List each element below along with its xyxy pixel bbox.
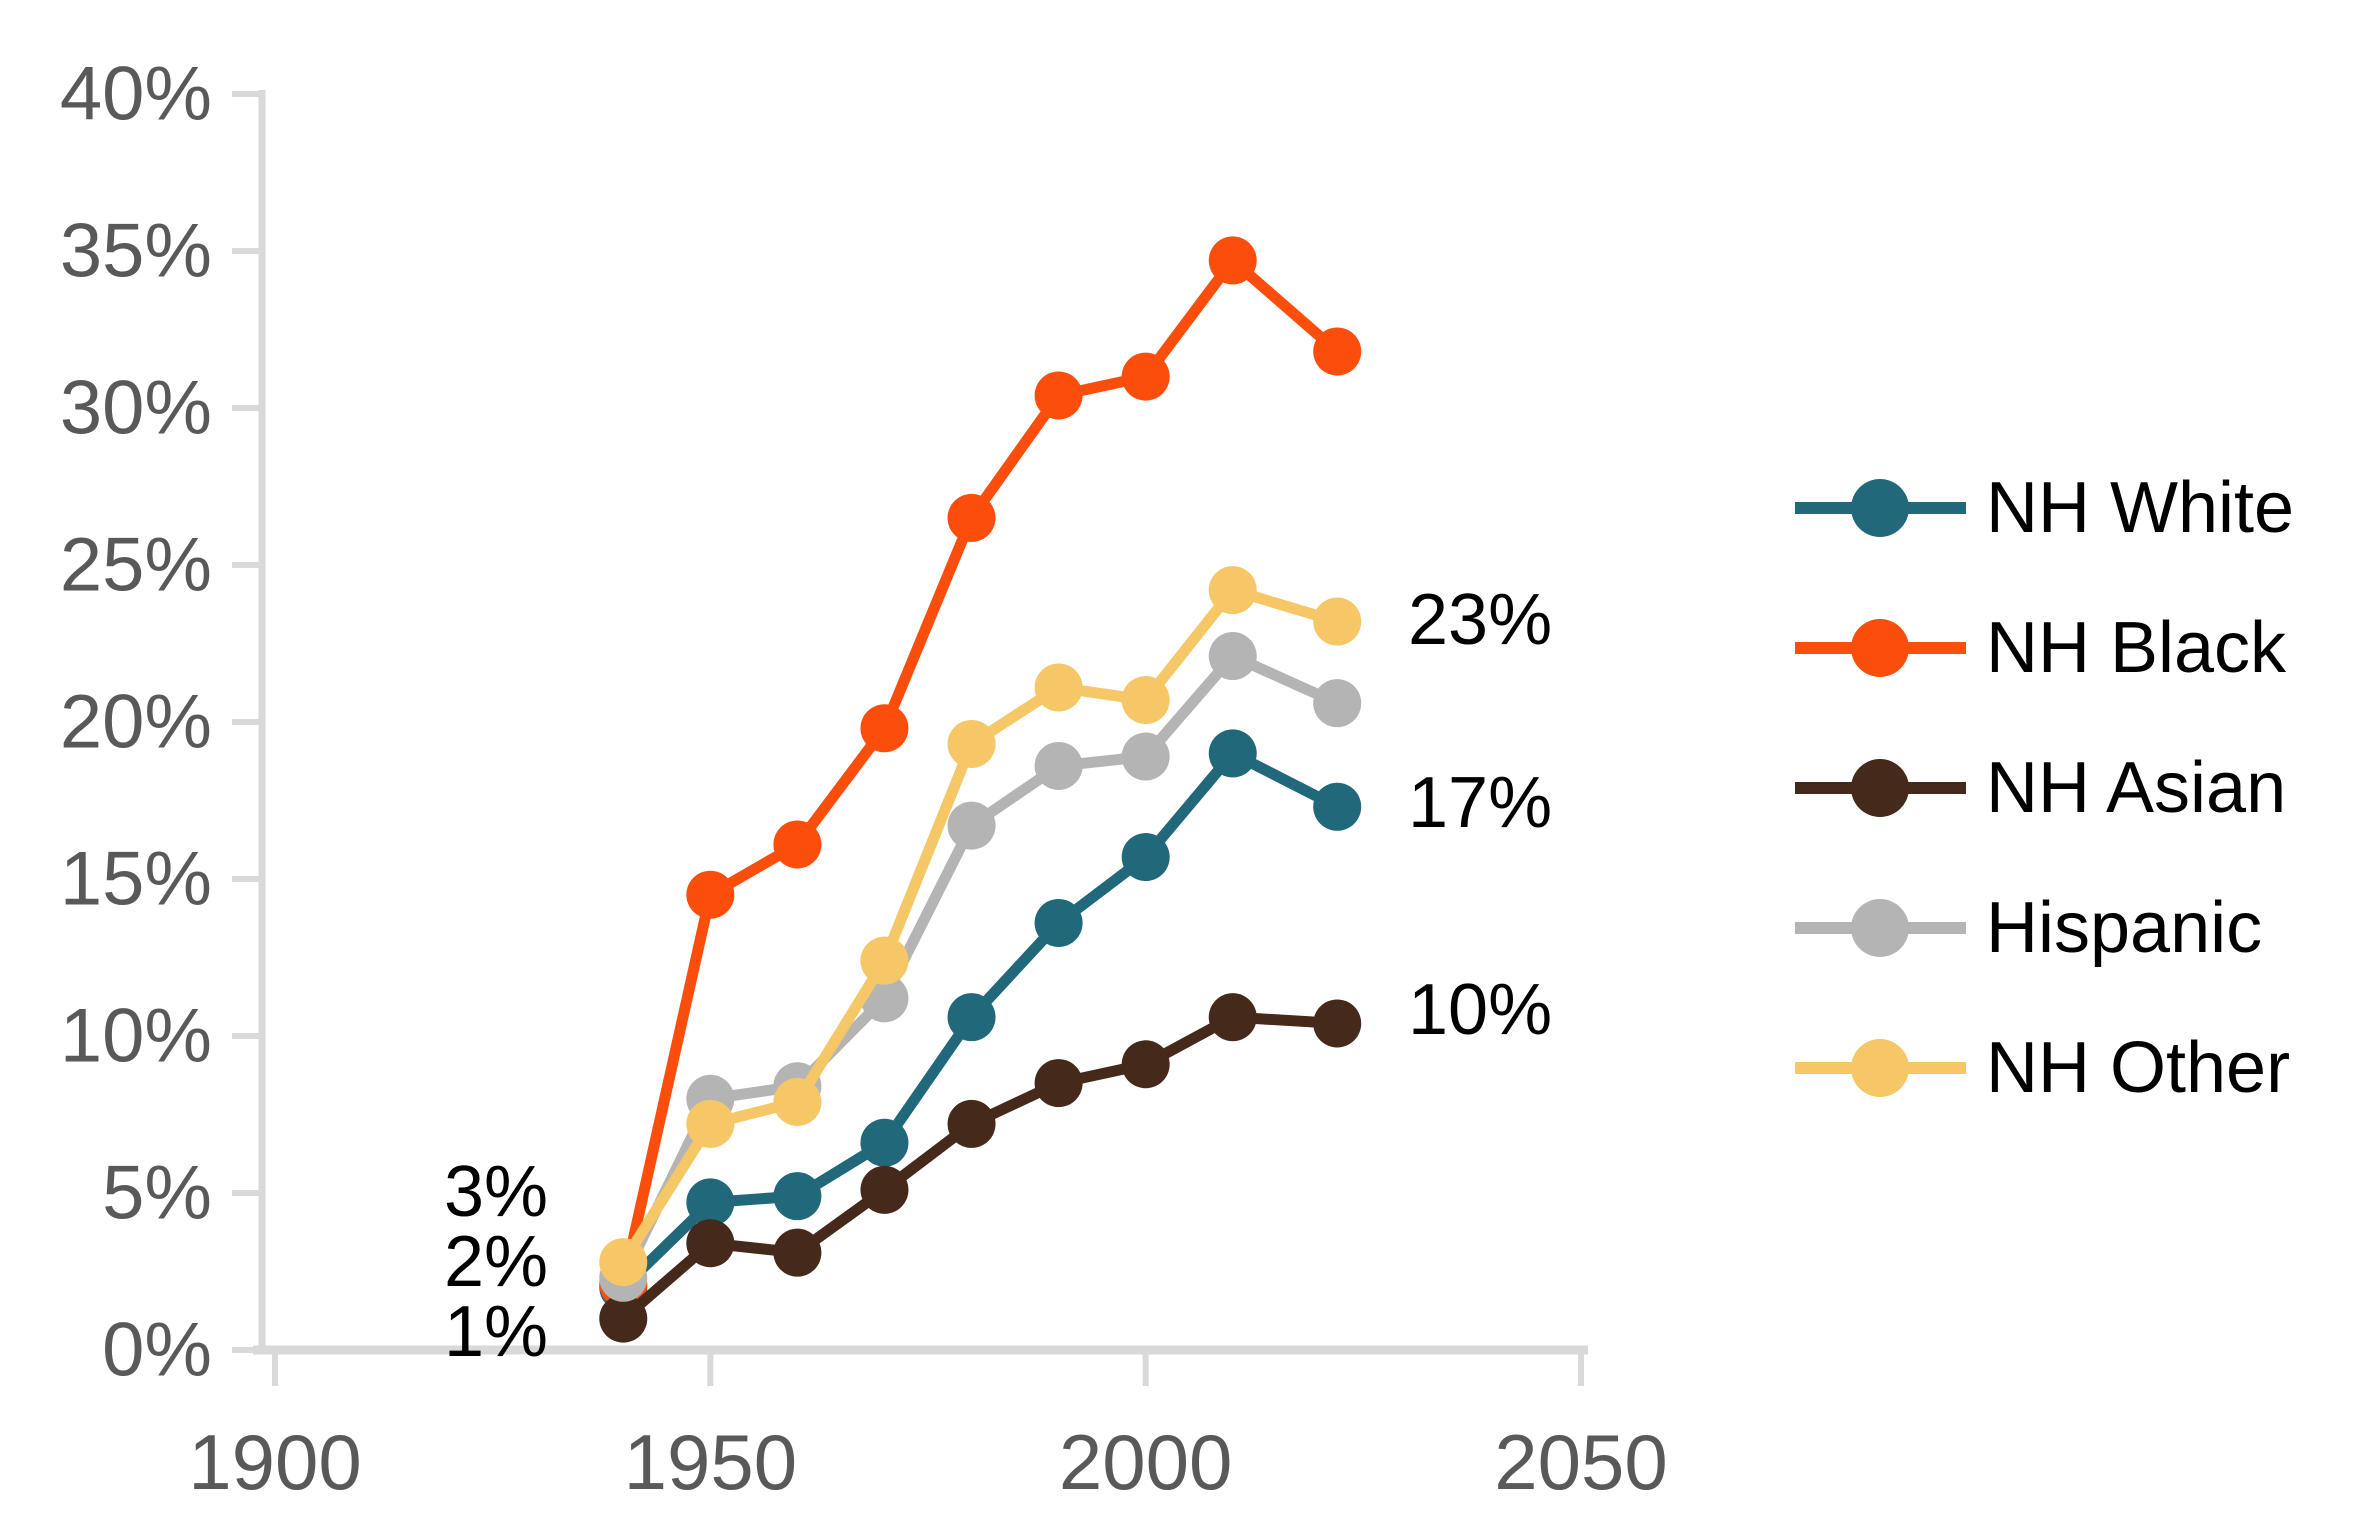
data-point-nh-other	[1121, 676, 1170, 725]
data-point-nh-black	[1034, 371, 1083, 420]
data-point-nh-white	[1121, 833, 1170, 882]
data-point-hispanic	[1208, 632, 1257, 681]
legend-item-nh-asian: NH Asian	[1795, 748, 2286, 828]
end-value-label: 17%	[1408, 763, 1552, 843]
data-point-nh-asian	[773, 1228, 822, 1277]
data-point-nh-asian	[599, 1294, 648, 1343]
legend-marker-nh-white	[1851, 479, 1909, 537]
legend-item-nh-black: NH Black	[1795, 608, 2287, 688]
data-point-nh-asian	[1034, 1059, 1083, 1108]
legend-marker-hispanic	[1851, 899, 1909, 957]
legend-label-nh-white: NH White	[1986, 468, 2294, 548]
data-point-nh-asian	[686, 1219, 735, 1268]
data-point-nh-black	[1121, 352, 1170, 401]
legend-item-nh-white: NH White	[1795, 468, 2294, 548]
x-tick-label: 2050	[1494, 1418, 1668, 1506]
data-point-nh-white	[860, 1118, 909, 1167]
data-point-nh-white	[1313, 782, 1362, 831]
legend-label-nh-black: NH Black	[1986, 608, 2287, 688]
end-value-label: 23%	[1408, 580, 1552, 660]
end-value-label: 10%	[1408, 970, 1552, 1050]
data-point-nh-asian	[860, 1165, 909, 1214]
series-nh-asian	[599, 993, 1362, 1343]
x-tick-label: 2000	[1059, 1418, 1233, 1506]
data-point-nh-other	[686, 1099, 735, 1148]
x-tick-label: 1900	[188, 1418, 362, 1506]
x-axis-tick-labels: 1900 1950 2000 2050	[188, 1418, 1668, 1506]
data-point-nh-other	[947, 719, 996, 768]
series-line-nh-other	[618, 584, 1339, 1266]
y-tick-label: 20%	[60, 680, 212, 765]
data-point-nh-black	[1313, 327, 1362, 376]
data-series	[599, 236, 1362, 1343]
data-point-nh-white	[1208, 729, 1257, 778]
data-point-nh-asian	[1208, 993, 1257, 1042]
legend-item-hispanic: Hispanic	[1795, 888, 2262, 968]
start-value-label: 3%	[444, 1152, 548, 1232]
x-tick-label: 1950	[624, 1418, 798, 1506]
axes	[232, 90, 1588, 1386]
y-tick-label: 40%	[60, 52, 212, 137]
data-point-nh-asian	[1313, 999, 1362, 1048]
y-tick-label: 15%	[60, 837, 212, 922]
data-point-hispanic	[1034, 741, 1083, 790]
data-point-nh-other	[1208, 566, 1257, 615]
data-point-nh-white	[947, 993, 996, 1042]
data-point-nh-black	[773, 820, 822, 869]
series-line-nh-asian	[619, 1011, 1338, 1323]
y-tick-label: 35%	[60, 209, 212, 294]
data-point-hispanic	[1313, 679, 1362, 728]
data-point-nh-black	[1208, 236, 1257, 285]
y-tick-label: 25%	[60, 523, 212, 608]
data-point-nh-black	[686, 870, 735, 919]
data-point-hispanic	[1121, 732, 1170, 781]
data-point-nh-other	[860, 936, 909, 985]
y-tick-label: 5%	[102, 1151, 212, 1236]
series-hispanic	[599, 632, 1362, 1302]
legend-marker-nh-other	[1851, 1039, 1909, 1097]
data-point-nh-white	[686, 1178, 735, 1227]
data-point-nh-other	[1313, 597, 1362, 646]
series-nh-other	[599, 566, 1362, 1287]
legend: NH White NH Black NH Asian Hispanic NH Other	[1795, 468, 2294, 1108]
data-point-hispanic	[947, 801, 996, 850]
legend-marker-nh-black	[1851, 619, 1909, 677]
legend-label-nh-other: NH Other	[1986, 1028, 2290, 1108]
y-tick-label: 0%	[102, 1308, 212, 1393]
start-value-label: 1%	[444, 1292, 548, 1372]
annotations: 23% 17% 10% 3%2%1%	[444, 580, 1552, 1372]
data-point-nh-white	[773, 1172, 822, 1221]
start-value-label: 2%	[444, 1222, 548, 1302]
data-point-nh-other	[599, 1238, 648, 1287]
data-point-nh-black	[947, 493, 996, 542]
legend-item-nh-other: NH Other	[1795, 1028, 2290, 1108]
y-tick-label: 10%	[60, 994, 212, 1079]
data-point-nh-black	[860, 704, 909, 753]
legend-label-hispanic: Hispanic	[1986, 888, 2262, 968]
data-point-nh-other	[773, 1077, 822, 1126]
y-axis-tick-labels: 0% 5% 10% 15% 20% 25% 30% 35% 40%	[60, 52, 212, 1393]
data-point-nh-white	[1034, 898, 1083, 947]
data-point-nh-asian	[1121, 1040, 1170, 1089]
data-point-nh-asian	[947, 1099, 996, 1148]
legend-marker-nh-asian	[1851, 759, 1909, 817]
data-point-nh-other	[1034, 663, 1083, 712]
legend-label-nh-asian: NH Asian	[1986, 748, 2286, 828]
y-tick-label: 30%	[60, 366, 212, 451]
